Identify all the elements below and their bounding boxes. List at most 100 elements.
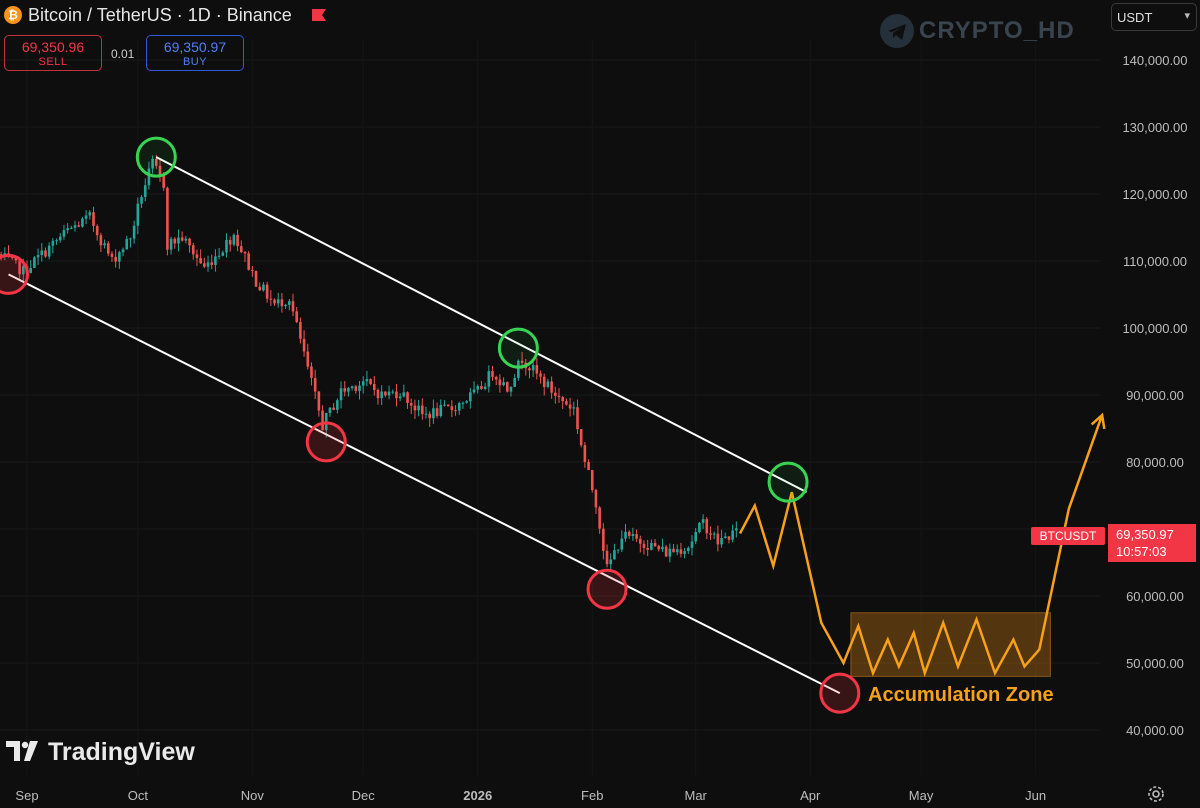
candle (472, 381, 476, 394)
candle (95, 224, 99, 241)
candle (372, 375, 376, 396)
candle-body (0, 254, 3, 256)
candle-body (650, 542, 653, 550)
candle (310, 362, 313, 386)
candle (446, 404, 450, 407)
candle (313, 369, 317, 400)
candle (143, 178, 147, 202)
candle-body (579, 429, 583, 446)
candle (716, 525, 720, 552)
candle-body (118, 252, 121, 262)
candle-body (217, 255, 221, 257)
candle-body (129, 238, 132, 240)
candle (262, 281, 265, 292)
candle-body (723, 536, 727, 538)
candle-body (457, 403, 461, 411)
currency-select[interactable]: USDT ▾ (1111, 3, 1197, 31)
candle (509, 386, 513, 397)
candle-body (70, 227, 73, 229)
candle (121, 247, 125, 257)
candle (402, 384, 406, 398)
candle-body (509, 386, 513, 392)
candle-body (236, 234, 239, 247)
candle (221, 250, 225, 257)
candle (723, 532, 727, 539)
candle-body (166, 187, 169, 250)
candle-body (413, 405, 417, 411)
last-price-label: 69,350.97 10:57:03 (1108, 524, 1196, 562)
last-price: 69,350.97 (1116, 527, 1174, 542)
candle (542, 373, 546, 396)
price-axis: 40,000.0050,000.0060,000.0070,000.0080,0… (1122, 53, 1187, 738)
candle-body (498, 379, 502, 386)
candle-body (210, 262, 214, 266)
candle (228, 236, 232, 252)
candle (350, 385, 354, 391)
candle (561, 395, 565, 410)
candle (173, 237, 177, 249)
candle (203, 257, 206, 269)
candle-body (44, 250, 47, 257)
candle-body (694, 532, 698, 542)
candle-body (103, 243, 106, 246)
candle-body (454, 410, 457, 412)
candle-body (701, 519, 705, 523)
candle (36, 248, 40, 265)
candle-body (66, 228, 69, 231)
candle-body (343, 388, 347, 392)
candle (361, 376, 365, 394)
candle (343, 381, 347, 397)
buy-button[interactable]: 69,350.97 BUY (146, 35, 244, 71)
candle (424, 406, 428, 419)
candles (0, 154, 738, 570)
candle-body (239, 246, 243, 253)
candle (661, 538, 664, 552)
gear-icon[interactable] (1146, 784, 1166, 804)
candle-body (698, 522, 701, 533)
candle (461, 401, 465, 409)
flag-icon[interactable] (312, 9, 326, 21)
candle-body (535, 365, 539, 374)
candle (84, 210, 88, 225)
candle (81, 216, 84, 228)
candle-body (14, 257, 18, 261)
projection-path (738, 412, 1106, 678)
price-tick-label: 90,000.00 (1126, 388, 1184, 403)
candle (675, 544, 679, 556)
candle (166, 186, 169, 256)
candle (502, 377, 505, 387)
candle (687, 546, 690, 554)
candle-body (262, 284, 265, 291)
candle (668, 543, 672, 563)
symbol-title[interactable]: Bitcoin / TetherUS · 1D · Binance (28, 5, 292, 25)
buy-label: BUY (182, 56, 208, 68)
candle (273, 298, 276, 306)
candle-body (188, 238, 191, 246)
candle-body (243, 252, 247, 254)
candle (339, 381, 343, 409)
candle (232, 233, 236, 247)
candle-body (203, 263, 206, 267)
candle-body (136, 203, 140, 226)
candle-body (88, 212, 92, 216)
candle (679, 542, 683, 558)
sell-button[interactable]: 69,350.96 SELL (4, 35, 102, 71)
candle (110, 251, 114, 263)
candle-body (114, 256, 117, 262)
candle-body (361, 381, 365, 386)
candle-body (483, 386, 487, 390)
candle-body (125, 238, 129, 250)
candle-body (594, 490, 598, 508)
candle-body (387, 391, 391, 396)
candle-body (406, 392, 409, 403)
candle (432, 399, 435, 424)
candle-body (542, 376, 546, 387)
candle (125, 235, 129, 250)
candle-body (92, 212, 95, 226)
candle (568, 397, 572, 417)
candle-body (55, 240, 58, 242)
candle-body (310, 366, 313, 378)
candle (627, 530, 631, 539)
candle (92, 206, 95, 232)
